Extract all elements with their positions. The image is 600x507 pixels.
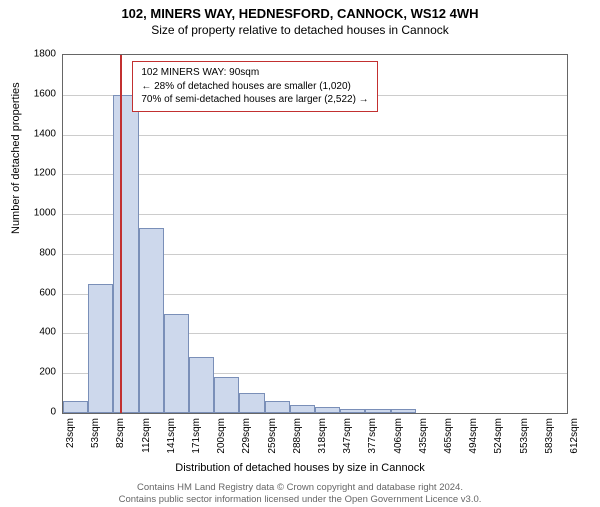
histogram-bar [189,357,214,413]
x-tick-label: 494sqm [468,418,479,454]
x-tick-label: 288sqm [292,418,303,454]
x-tick-label: 524sqm [493,418,504,454]
info-box-line: 102 MINERS WAY: 90sqm [141,66,368,80]
histogram-bar [139,228,164,413]
x-tick-label: 406sqm [393,418,404,454]
histogram-bar [265,401,290,413]
histogram-bar [164,314,189,413]
x-tick-label: 318sqm [317,418,328,454]
x-tick-label: 259sqm [267,418,278,454]
gridline [63,174,567,175]
y-tick-label: 1200 [26,168,56,179]
info-box-line: ← 28% of detached houses are smaller (1,… [141,80,368,94]
x-tick-label: 53sqm [90,418,101,448]
histogram-bar [315,407,340,413]
y-tick-label: 200 [26,367,56,378]
x-tick-label: 612sqm [569,418,580,454]
x-tick-label: 377sqm [367,418,378,454]
page-title: 102, MINERS WAY, HEDNESFORD, CANNOCK, WS… [0,6,600,21]
footer-line1: Contains HM Land Registry data © Crown c… [0,482,600,494]
chart-plot-area: 102 MINERS WAY: 90sqm← 28% of detached h… [62,54,568,414]
x-tick-label: 141sqm [166,418,177,454]
x-tick-label: 112sqm [141,418,152,453]
x-axis-label: Distribution of detached houses by size … [0,462,600,474]
y-tick-label: 600 [26,287,56,298]
gridline [63,214,567,215]
footer-attribution: Contains HM Land Registry data © Crown c… [0,482,600,507]
x-tick-label: 347sqm [342,418,353,454]
footer-line2: Contains public sector information licen… [0,494,600,506]
histogram-bar [391,409,416,413]
y-axis-label: Number of detached properties [10,82,22,234]
histogram-bar [88,284,113,413]
x-tick-label: 583sqm [544,418,555,454]
histogram-bar [239,393,264,413]
gridline [63,135,567,136]
x-tick-label: 171sqm [191,418,202,454]
y-tick-label: 1600 [26,88,56,99]
x-tick-label: 82sqm [115,418,126,448]
y-tick-label: 1000 [26,208,56,219]
y-tick-label: 800 [26,247,56,258]
histogram-bar [113,95,138,413]
y-tick-label: 0 [26,407,56,418]
y-tick-label: 1800 [26,49,56,60]
histogram-bar [340,409,365,413]
x-tick-label: 23sqm [65,418,76,448]
x-tick-label: 435sqm [418,418,429,454]
histogram-bar [214,377,239,413]
info-box-line: 70% of semi-detached houses are larger (… [141,93,368,107]
y-tick-label: 400 [26,327,56,338]
property-info-box: 102 MINERS WAY: 90sqm← 28% of detached h… [132,61,377,112]
histogram-bar [290,405,315,413]
histogram-bar [63,401,88,413]
x-tick-label: 553sqm [519,418,530,454]
x-tick-label: 465sqm [443,418,454,454]
y-tick-label: 1400 [26,128,56,139]
x-tick-label: 200sqm [216,418,227,454]
x-tick-label: 229sqm [241,418,252,454]
property-marker-line [120,55,122,413]
page-subtitle: Size of property relative to detached ho… [0,23,600,37]
histogram-bar [365,409,390,413]
